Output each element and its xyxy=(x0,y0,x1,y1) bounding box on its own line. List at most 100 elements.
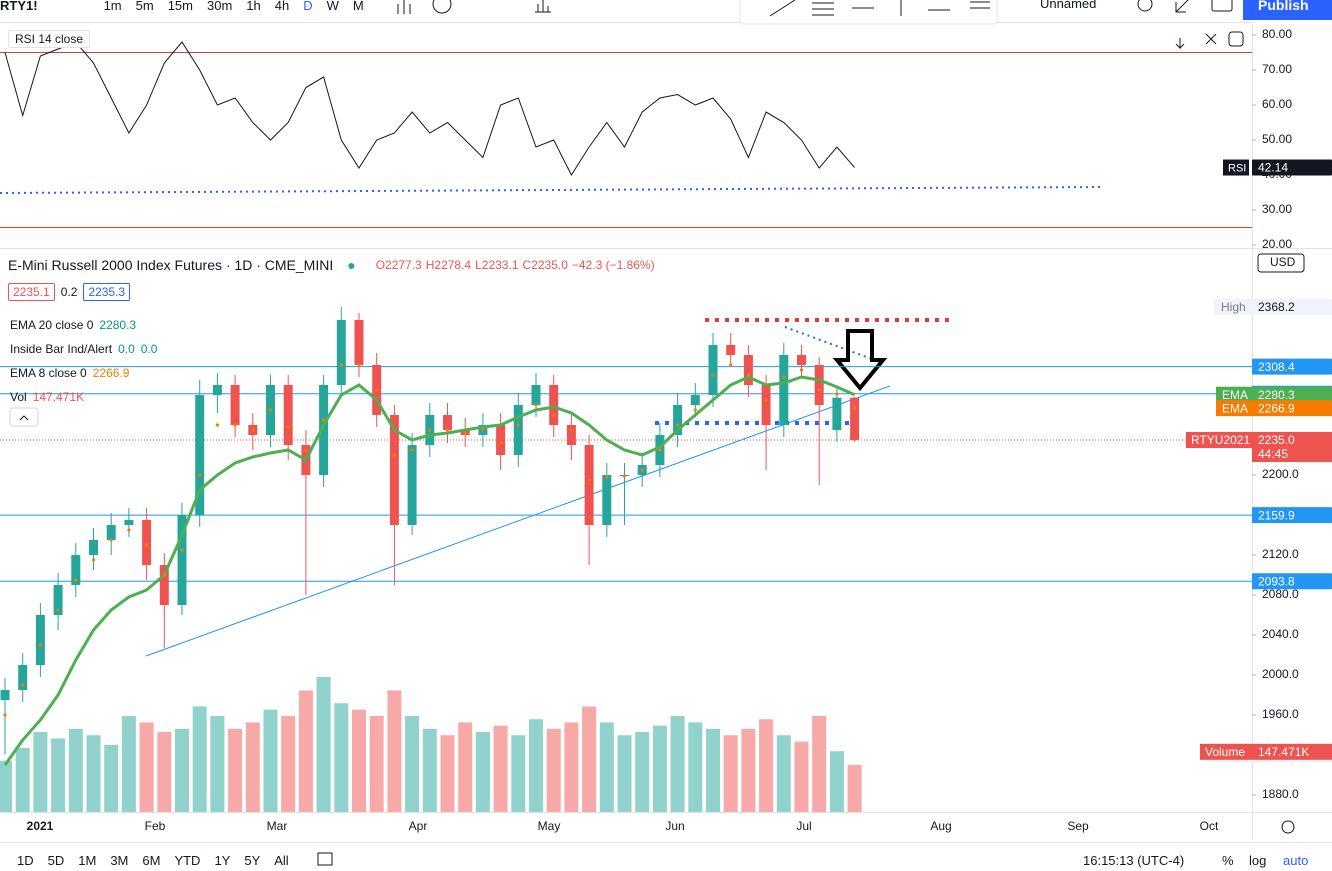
goto-date-icon[interactable] xyxy=(317,852,333,866)
downtrend-dotted-line[interactable] xyxy=(784,326,881,363)
range-button[interactable]: 5D xyxy=(47,853,65,868)
ema8-dot xyxy=(853,406,857,410)
clock[interactable]: 16:15:13 (UTC-4) xyxy=(1083,853,1185,868)
candle-body xyxy=(690,395,700,405)
candle-body xyxy=(389,415,399,525)
currency-label[interactable]: USD xyxy=(1270,255,1296,269)
volume-bar xyxy=(617,735,632,812)
volume-bar xyxy=(723,735,738,812)
collapse-legend-button[interactable] xyxy=(9,407,39,427)
indicators-icon[interactable] xyxy=(432,0,452,14)
fullscreen-icon[interactable] xyxy=(1175,0,1190,13)
maximize-pane-icon[interactable] xyxy=(1228,31,1244,47)
axis-badge xyxy=(1252,386,1332,403)
ema8-dot xyxy=(304,448,308,452)
study-name[interactable]: Vol xyxy=(10,390,27,404)
countdown: 44:45 xyxy=(1258,447,1288,461)
market-status[interactable]: ● xyxy=(347,257,356,273)
candle-body xyxy=(35,615,45,665)
publish-button[interactable] xyxy=(1243,0,1332,20)
candle-body xyxy=(89,540,98,555)
ask[interactable]: 2235.3 xyxy=(83,283,131,301)
spread: 0.2 xyxy=(60,285,78,299)
ray-tools[interactable] xyxy=(928,1,990,11)
publish-label[interactable]: Publish xyxy=(1258,0,1309,13)
auto-toggle[interactable]: auto xyxy=(1283,853,1309,868)
interval-button[interactable]: D xyxy=(303,0,313,13)
percent-toggle[interactable]: % xyxy=(1222,853,1234,868)
study-row[interactable]: Inside Bar Ind/Alert 0.0 0.0 xyxy=(10,337,157,361)
ema8-dot xyxy=(445,428,450,432)
ema8-dot xyxy=(499,441,503,445)
interval-button[interactable]: 30m xyxy=(206,0,233,13)
bid-ask: 2235.1 0.2 2235.3 xyxy=(8,283,131,301)
symbol-title[interactable]: E-Mini Russell 2000 Index Futures · 1D ·… xyxy=(8,257,334,273)
log-toggle[interactable]: log xyxy=(1249,853,1267,868)
candle-body xyxy=(797,355,806,365)
interval-button[interactable]: 4h xyxy=(274,0,290,13)
settings-icon[interactable] xyxy=(1137,0,1153,12)
volume-bar xyxy=(759,719,774,812)
bid[interactable]: 2235.1 xyxy=(8,283,55,301)
axis-badge-text: 2159.9 xyxy=(1258,508,1295,522)
study-row[interactable]: EMA 8 close 0 2266.9 xyxy=(10,361,157,385)
close-pane-icon[interactable] xyxy=(1205,33,1217,45)
volume-bar xyxy=(192,706,207,812)
rsi-badge xyxy=(1223,159,1249,176)
arrow-down[interactable] xyxy=(832,329,888,392)
trendline-tool[interactable] xyxy=(769,0,796,17)
candle-body xyxy=(336,320,346,385)
study-value: 2266.9 xyxy=(92,366,130,380)
ema8-dot xyxy=(3,713,7,717)
range-button[interactable]: YTD xyxy=(174,853,201,868)
axis-settings-icon[interactable] xyxy=(1281,820,1295,834)
candle-body xyxy=(708,345,718,395)
range-button[interactable]: 6M xyxy=(142,853,161,868)
interval-button[interactable]: M xyxy=(352,0,364,13)
interval-button[interactable]: 1m xyxy=(103,0,122,13)
interval-button[interactable]: 15m xyxy=(167,0,193,13)
interval-button[interactable]: 1h xyxy=(246,0,261,13)
volume-bar xyxy=(316,677,331,812)
y-tick-label: 20.00 xyxy=(1262,237,1292,251)
y-tick-label: 1960.0 xyxy=(1262,707,1299,721)
volume-bar xyxy=(564,722,579,812)
x-tick-label: May xyxy=(538,819,561,833)
range-button[interactable]: All xyxy=(274,853,289,868)
volume-bar xyxy=(458,722,473,812)
snapshot-icon[interactable] xyxy=(1211,0,1233,12)
collapse-pane-icon[interactable] xyxy=(1175,38,1185,50)
study-name[interactable]: Inside Bar Ind/Alert xyxy=(10,342,113,356)
ema-label: EMA xyxy=(1222,388,1248,402)
chart-type-icon[interactable] xyxy=(397,0,411,14)
range-button[interactable]: 3M xyxy=(110,853,129,868)
interval-button[interactable]: W xyxy=(326,0,339,13)
rsi-title[interactable]: RSI 14 close xyxy=(8,30,91,48)
symbol-search[interactable]: RTY1! xyxy=(0,0,38,13)
ema8-dot xyxy=(552,413,556,417)
ema8-dot xyxy=(640,468,644,472)
range-button[interactable]: 5Y xyxy=(244,853,261,868)
templates-icon[interactable] xyxy=(535,0,551,13)
currency-button[interactable] xyxy=(1257,253,1305,273)
study-name[interactable]: EMA 8 close 0 xyxy=(10,366,87,380)
fib-tool[interactable] xyxy=(812,2,834,16)
volume-bar xyxy=(670,716,685,812)
range-button[interactable]: 1Y xyxy=(214,853,231,868)
axis-badge-text: 2093.8 xyxy=(1258,574,1295,588)
candle-body xyxy=(354,320,364,365)
interval-button[interactable]: 5m xyxy=(135,0,154,13)
study-row[interactable]: EMA 20 close 0 2280.3 xyxy=(10,313,157,337)
range-button[interactable]: 1D xyxy=(17,853,34,868)
range-button[interactable]: 1M xyxy=(78,853,97,868)
x-tick-label: Jul xyxy=(796,819,811,833)
candle-body xyxy=(726,345,736,355)
volume-bar xyxy=(369,716,384,812)
rsi-support-line[interactable] xyxy=(0,186,1101,194)
layout-name[interactable]: Unnamed xyxy=(1040,0,1097,11)
study-row[interactable]: Vol 147.471K xyxy=(10,385,157,409)
ema8-dot xyxy=(215,423,219,427)
axis-badge xyxy=(1252,298,1332,315)
study-name[interactable]: EMA 20 close 0 xyxy=(10,318,94,332)
